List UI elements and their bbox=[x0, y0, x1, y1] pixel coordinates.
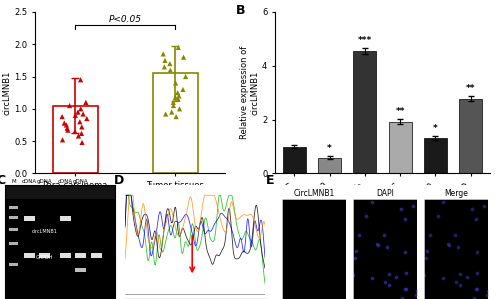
Point bbox=[66, 103, 74, 108]
Text: GAPDH: GAPDH bbox=[36, 255, 54, 260]
Text: *: * bbox=[433, 124, 438, 133]
Text: **: ** bbox=[396, 107, 405, 116]
Point bbox=[63, 126, 71, 131]
Text: ***: *** bbox=[358, 36, 372, 45]
Bar bbox=[388, 122, 411, 173]
Point bbox=[179, 87, 187, 92]
Point bbox=[170, 103, 177, 108]
Text: M: M bbox=[12, 179, 16, 184]
Text: CircLMNB1: CircLMNB1 bbox=[293, 189, 335, 198]
Point bbox=[172, 114, 180, 119]
Text: circLMNB1: circLMNB1 bbox=[32, 229, 58, 234]
Bar bbox=[459, 99, 482, 173]
Text: gDNA: gDNA bbox=[73, 179, 88, 184]
Point bbox=[76, 119, 84, 124]
Bar bbox=[424, 138, 447, 173]
Point bbox=[62, 123, 70, 127]
Point bbox=[82, 100, 90, 105]
Text: cDNA: cDNA bbox=[22, 179, 37, 184]
Point bbox=[72, 113, 80, 118]
Point bbox=[161, 58, 169, 63]
Text: *: * bbox=[328, 144, 332, 153]
Point bbox=[60, 121, 68, 126]
Point bbox=[71, 129, 79, 134]
Point bbox=[176, 106, 184, 111]
Bar bbox=[283, 147, 306, 173]
Text: Merge: Merge bbox=[444, 189, 468, 198]
Point bbox=[180, 55, 188, 60]
Point bbox=[64, 128, 72, 132]
Point bbox=[58, 114, 66, 119]
Text: gDNA: gDNA bbox=[37, 179, 52, 184]
Text: C: C bbox=[0, 174, 6, 187]
Point bbox=[168, 110, 175, 115]
Point bbox=[78, 131, 86, 136]
Point bbox=[83, 116, 91, 121]
Point bbox=[76, 77, 84, 82]
Bar bbox=[152, 73, 198, 173]
Point bbox=[172, 81, 179, 86]
Point bbox=[77, 106, 85, 111]
Bar bbox=[52, 106, 98, 173]
Text: E: E bbox=[266, 174, 274, 187]
Text: B: B bbox=[236, 4, 246, 17]
Point bbox=[58, 138, 66, 142]
Point bbox=[166, 61, 174, 66]
Point bbox=[160, 65, 168, 69]
Point bbox=[166, 68, 174, 72]
Point bbox=[74, 134, 82, 138]
Point bbox=[174, 90, 182, 95]
Point bbox=[162, 112, 170, 116]
Point bbox=[78, 124, 86, 129]
Point bbox=[79, 112, 87, 116]
Text: P<0.05: P<0.05 bbox=[108, 15, 142, 24]
Point bbox=[172, 95, 179, 100]
Point bbox=[74, 110, 82, 115]
Bar bbox=[354, 51, 376, 173]
Y-axis label: Relative expression of
circLMNB1: Relative expression of circLMNB1 bbox=[240, 46, 259, 139]
Point bbox=[78, 140, 86, 145]
Bar bbox=[318, 158, 341, 173]
Text: **: ** bbox=[466, 84, 475, 93]
Point bbox=[170, 100, 177, 105]
Point bbox=[182, 74, 190, 79]
Text: D: D bbox=[114, 174, 124, 187]
Point bbox=[174, 45, 182, 50]
Text: DAPI: DAPI bbox=[376, 189, 394, 198]
Text: cDNA: cDNA bbox=[58, 179, 73, 184]
Point bbox=[175, 94, 183, 98]
Point bbox=[174, 97, 182, 102]
Y-axis label: Relative expression of
circLMNB1: Relative expression of circLMNB1 bbox=[0, 46, 12, 139]
Point bbox=[159, 51, 167, 56]
